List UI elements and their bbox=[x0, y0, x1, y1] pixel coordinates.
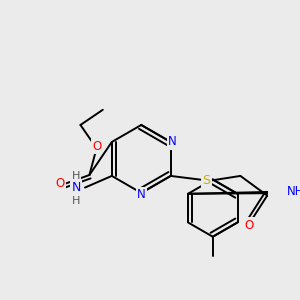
Text: H: H bbox=[72, 196, 80, 206]
Text: H: H bbox=[72, 171, 80, 181]
Text: O: O bbox=[92, 140, 101, 153]
Text: NH: NH bbox=[287, 184, 300, 198]
Text: N: N bbox=[71, 181, 81, 194]
Text: S: S bbox=[202, 174, 210, 187]
Text: N: N bbox=[168, 136, 177, 148]
Text: O: O bbox=[55, 178, 64, 190]
Text: O: O bbox=[245, 219, 254, 232]
Text: N: N bbox=[137, 188, 146, 201]
